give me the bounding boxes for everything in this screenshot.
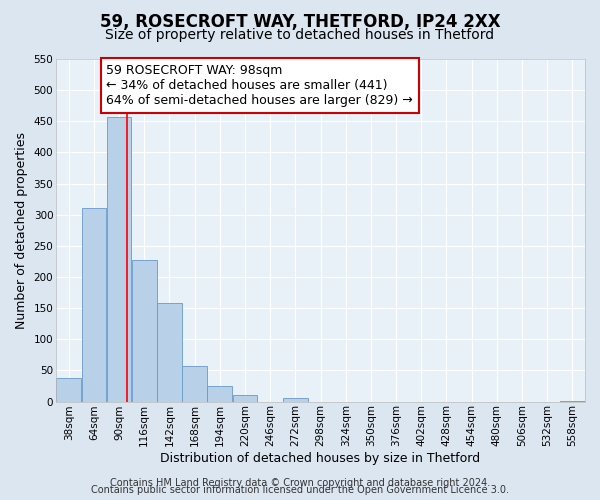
Bar	[208, 386, 232, 402]
Bar	[283, 398, 308, 402]
Bar	[107, 117, 131, 402]
Text: Contains HM Land Registry data © Crown copyright and database right 2024.: Contains HM Land Registry data © Crown c…	[110, 478, 490, 488]
Bar	[157, 302, 182, 402]
Bar	[233, 396, 257, 402]
Text: 59 ROSECROFT WAY: 98sqm
← 34% of detached houses are smaller (441)
64% of semi-d: 59 ROSECROFT WAY: 98sqm ← 34% of detache…	[106, 64, 413, 107]
Bar	[82, 208, 106, 402]
Bar	[182, 366, 207, 402]
Text: Contains public sector information licensed under the Open Government Licence 3.: Contains public sector information licen…	[91, 485, 509, 495]
Text: 59, ROSECROFT WAY, THETFORD, IP24 2XX: 59, ROSECROFT WAY, THETFORD, IP24 2XX	[100, 12, 500, 30]
Bar	[132, 260, 157, 402]
X-axis label: Distribution of detached houses by size in Thetford: Distribution of detached houses by size …	[160, 452, 481, 465]
Text: Size of property relative to detached houses in Thetford: Size of property relative to detached ho…	[106, 28, 494, 42]
Y-axis label: Number of detached properties: Number of detached properties	[15, 132, 28, 329]
Bar	[560, 401, 585, 402]
Bar	[56, 378, 81, 402]
